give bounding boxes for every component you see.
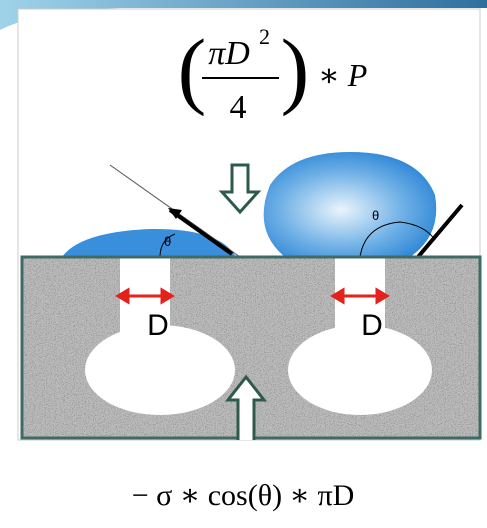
pore-label: D <box>361 309 383 342</box>
exponent: 2 <box>259 24 270 49</box>
paren-right: ) <box>281 21 310 117</box>
numerator: πD <box>208 35 250 72</box>
bottom-formula: − σ ∗ cos(θ) ∗ πD <box>132 479 355 512</box>
paren-left: ( <box>178 21 207 117</box>
operator: ∗ P <box>318 57 367 93</box>
denominator: 4 <box>230 89 247 126</box>
droplet-right <box>264 152 437 257</box>
pore-label: D <box>147 309 169 342</box>
page: ( πD 2 4 ) ∗ P θ θ D D − σ ∗ cos(θ) ∗ πD… <box>0 0 487 528</box>
angle-label: θ <box>164 234 171 249</box>
diagram: ( πD 2 4 ) ∗ P θ θ D D − σ ∗ cos(θ) ∗ πD <box>0 0 487 528</box>
angle-label: θ <box>372 208 379 223</box>
